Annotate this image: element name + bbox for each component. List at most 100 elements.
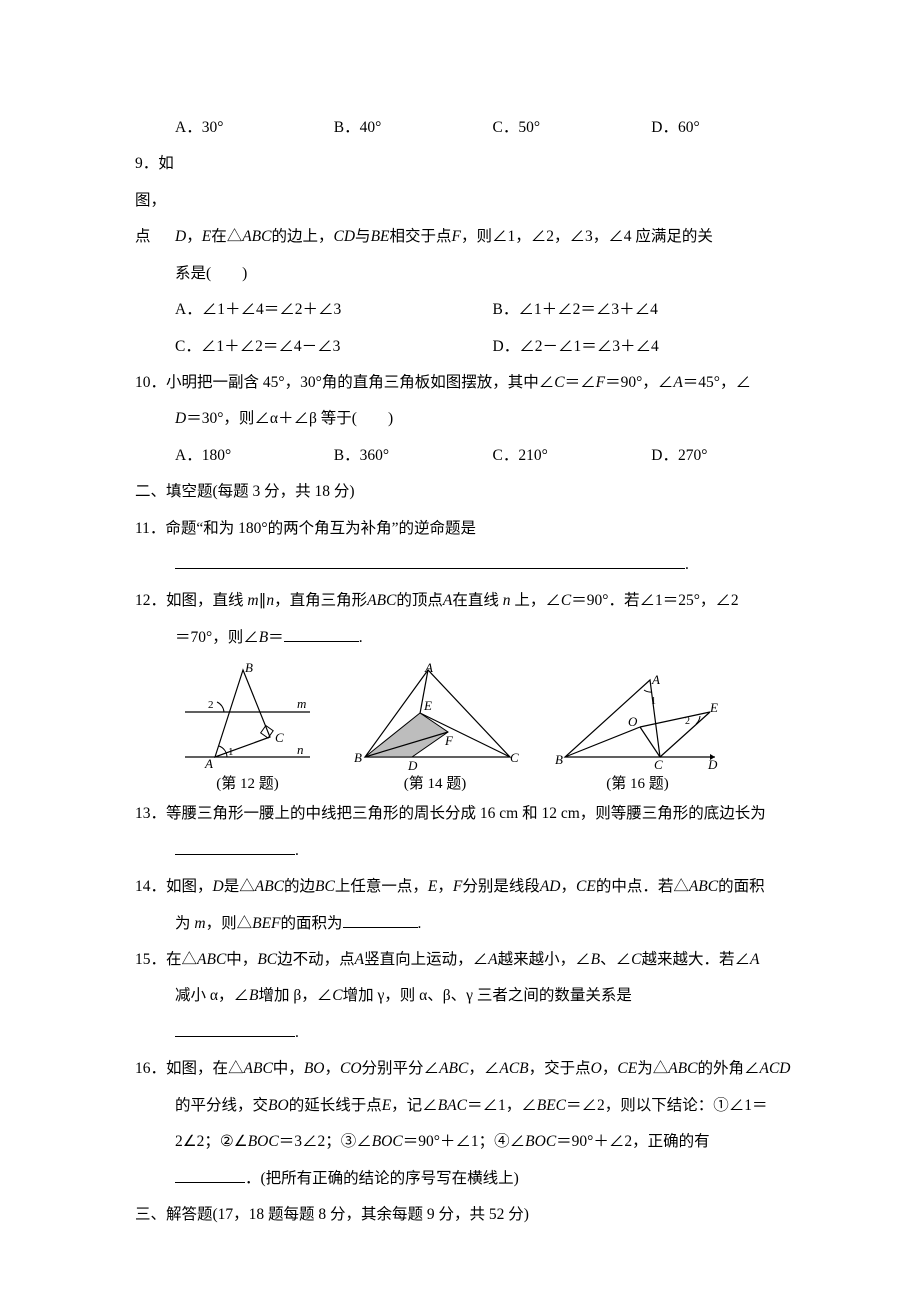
q16-BOC3: BOC [525, 1133, 556, 1150]
q12-l1d: 在直线 [452, 592, 499, 609]
q10-options: A．180° B．360° C．210° D．270° [135, 438, 810, 474]
q16-line3: 2∠2；②∠BOC＝3∠2；③∠BOC＝90°＋∠1；④∠BOC＝90°＋∠2，… [135, 1124, 810, 1160]
q15-l1e: 越来越小，∠ [498, 951, 591, 968]
q16-l1d: 分别平分∠ [362, 1060, 440, 1077]
q14-ABC2: ABC [689, 878, 718, 895]
q9-options-row2: C．∠1＋∠2＝∠4－∠3 D．∠2－∠1＝∠3＋∠4 [135, 329, 810, 365]
q14-D: D [213, 878, 224, 895]
svg-text:B: B [245, 662, 253, 675]
q14: 14．如图，D是△ABC的边BC上任意一点，E，F分别是线段AD，CE的中点．若… [135, 869, 810, 905]
q10-opt-b: B．360° [334, 438, 493, 474]
q9-F: F [452, 228, 461, 245]
q9-stem-part7: ，则∠1，∠2，∠3，∠4 应满足的关 [461, 228, 713, 245]
q15-BC: BC [257, 951, 277, 968]
svg-text:C: C [510, 750, 519, 765]
svg-text:C: C [275, 730, 284, 745]
figures-row: B A C m n 1 2 (第 12 题) A B C D E [135, 662, 810, 796]
q15-tail: . [295, 1024, 299, 1041]
q10-C: C [554, 374, 564, 391]
q9-stem-part3: 在△ [211, 228, 242, 245]
q16-line2: 的平分线，交BO的延长线于点E，记∠BAC＝∠1，∠BEC＝∠2，则以下结论：①… [135, 1088, 810, 1124]
svg-text:F: F [444, 733, 454, 748]
q9-D: D [175, 228, 186, 245]
q9-options-row1: A．∠1＋∠4＝∠2＋∠3 B．∠1＋∠2＝∠3＋∠4 [135, 292, 810, 328]
svg-text:2: 2 [208, 699, 214, 711]
q9-opt-d: D．∠2－∠1＝∠3＋∠4 [493, 329, 811, 365]
q14-l1f: 分别是线段 [462, 878, 540, 895]
q15-angA: A [488, 951, 497, 968]
q9-ABC: ABC [242, 228, 271, 245]
q9-stem-line2: 系是( ) [135, 256, 810, 292]
q10-opt-c: C．210° [493, 438, 652, 474]
q14-l1d: 上任意一点， [335, 878, 428, 895]
q9: 9．如图，点D，E在△ABC的边上，CD与BE相交于点F，则∠1，∠2，∠3，∠… [135, 146, 810, 255]
q10-opt-d: D．270° [651, 438, 810, 474]
q10-l1a: 10．小明把一副含 45°，30°角的直角三角板如图摆放，其中∠ [135, 374, 554, 391]
section-2-heading: 二、填空题(每题 3 分，共 18 分) [135, 474, 810, 510]
q12-line2: ＝70°，则∠B＝. [135, 620, 810, 656]
q12-blank [284, 627, 359, 642]
q12-tail: . [359, 629, 363, 646]
q15-l1b: 中， [226, 951, 257, 968]
q11-tail: . [685, 556, 689, 573]
svg-text:A: A [424, 662, 433, 675]
q10-l1c: ＝90°，∠ [605, 374, 673, 391]
q16-l1a: 16．如图，在△ [135, 1060, 244, 1077]
q16-l2e: ＝∠2，则以下结论：①∠1＝ [566, 1097, 768, 1114]
q14-l2a: 为 [175, 915, 191, 932]
svg-text:E: E [423, 698, 432, 713]
q12-A: A [443, 592, 452, 609]
page: A．30° B．40° C．50° D．60° 9．如图，点D，E在△ABC的边… [0, 0, 920, 1293]
q16-l1g: ， [602, 1060, 618, 1077]
figure-q12: B A C m n 1 2 (第 12 题) [175, 662, 320, 796]
q9-BE: BE [371, 228, 390, 245]
q16-l3c: ＝90°＋∠1；④∠ [403, 1133, 525, 1150]
q16-ABC: ABC [244, 1060, 273, 1077]
svg-text:D: D [707, 757, 718, 772]
q12-n: n [266, 592, 274, 609]
q11-stem: 11．命题“和为 180°的两个角互为补角”的逆命题是 [135, 511, 810, 547]
q12-m: m [247, 592, 258, 609]
figure-q16-caption: (第 16 题) [550, 772, 725, 796]
q16-l1f: ，交于点 [529, 1060, 591, 1077]
q15-l2c: 增加 γ，则 α、β、γ 三者之间的数量关系是 [343, 987, 632, 1004]
q15-l1a: 15．在△ [135, 951, 197, 968]
q13-stem: 13．等腰三角形一腰上的中线把三角形的周长分成 16 cm 和 12 cm，则等… [135, 796, 810, 832]
q10: 10．小明把一副含 45°，30°角的直角三角板如图摆放，其中∠C＝∠F＝90°… [135, 365, 810, 401]
q14-l1b: 是△ [224, 878, 255, 895]
q10-A: A [673, 374, 682, 391]
q15-Apt: A [355, 951, 364, 968]
q15-line2: 减小 α，∠B增加 β，∠C增加 γ，则 α、β、γ 三者之间的数量关系是 [135, 978, 810, 1014]
q14-l1h: 的中点．若△ [596, 878, 689, 895]
q12-ABC: ABC [367, 592, 396, 609]
q10-D: D [175, 410, 186, 427]
q16-l1e: ，∠ [468, 1060, 499, 1077]
q14-l1i: 的面积 [718, 878, 765, 895]
svg-text:1: 1 [228, 746, 234, 758]
q14-l2c: 的面积为 [281, 915, 343, 932]
q9-opt-a: A．∠1＋∠4＝∠2＋∠3 [175, 292, 493, 328]
figure-q14-caption: (第 14 题) [350, 772, 520, 796]
q9-E: E [202, 228, 211, 245]
q15-l2a: 减小 α，∠ [175, 987, 249, 1004]
q16: 16．如图，在△ABC中，BO，CO分别平分∠ABC，∠ACB，交于点O，CE为… [135, 1051, 810, 1087]
q16-BEC: BEC [537, 1097, 566, 1114]
q16-O: O [591, 1060, 602, 1077]
q16-l1c: ， [324, 1060, 340, 1077]
figure-q12-caption: (第 12 题) [175, 772, 320, 796]
q12-l1f: ＝90°．若∠1＝25°，∠2 [571, 592, 738, 609]
svg-text:n: n [297, 742, 304, 757]
q13-blank-row: . [135, 833, 810, 869]
q12-l1b: ，直角三角形 [274, 592, 367, 609]
figure-q16: A B C D E O 1 2 (第 16 题) [550, 672, 725, 796]
q15-ABC: ABC [197, 951, 226, 968]
section-3-heading: 三、解答题(17，18 题每题 8 分，其余每题 9 分，共 52 分) [135, 1197, 810, 1233]
svg-text:C: C [654, 757, 663, 772]
q12-l1a: 12．如图，直线 [135, 592, 244, 609]
q14-AD: AD [540, 878, 561, 895]
q14-blank [343, 913, 418, 928]
q10-l2a: ＝30°，则∠α＋∠β 等于( ) [186, 410, 393, 427]
q12-l2a: ＝70°，则∠ [175, 629, 259, 646]
q14-l1g: ， [561, 878, 577, 895]
q12: 12．如图，直线 m∥n，直角三角形ABC的顶点A在直线 n 上，∠C＝90°．… [135, 583, 810, 619]
